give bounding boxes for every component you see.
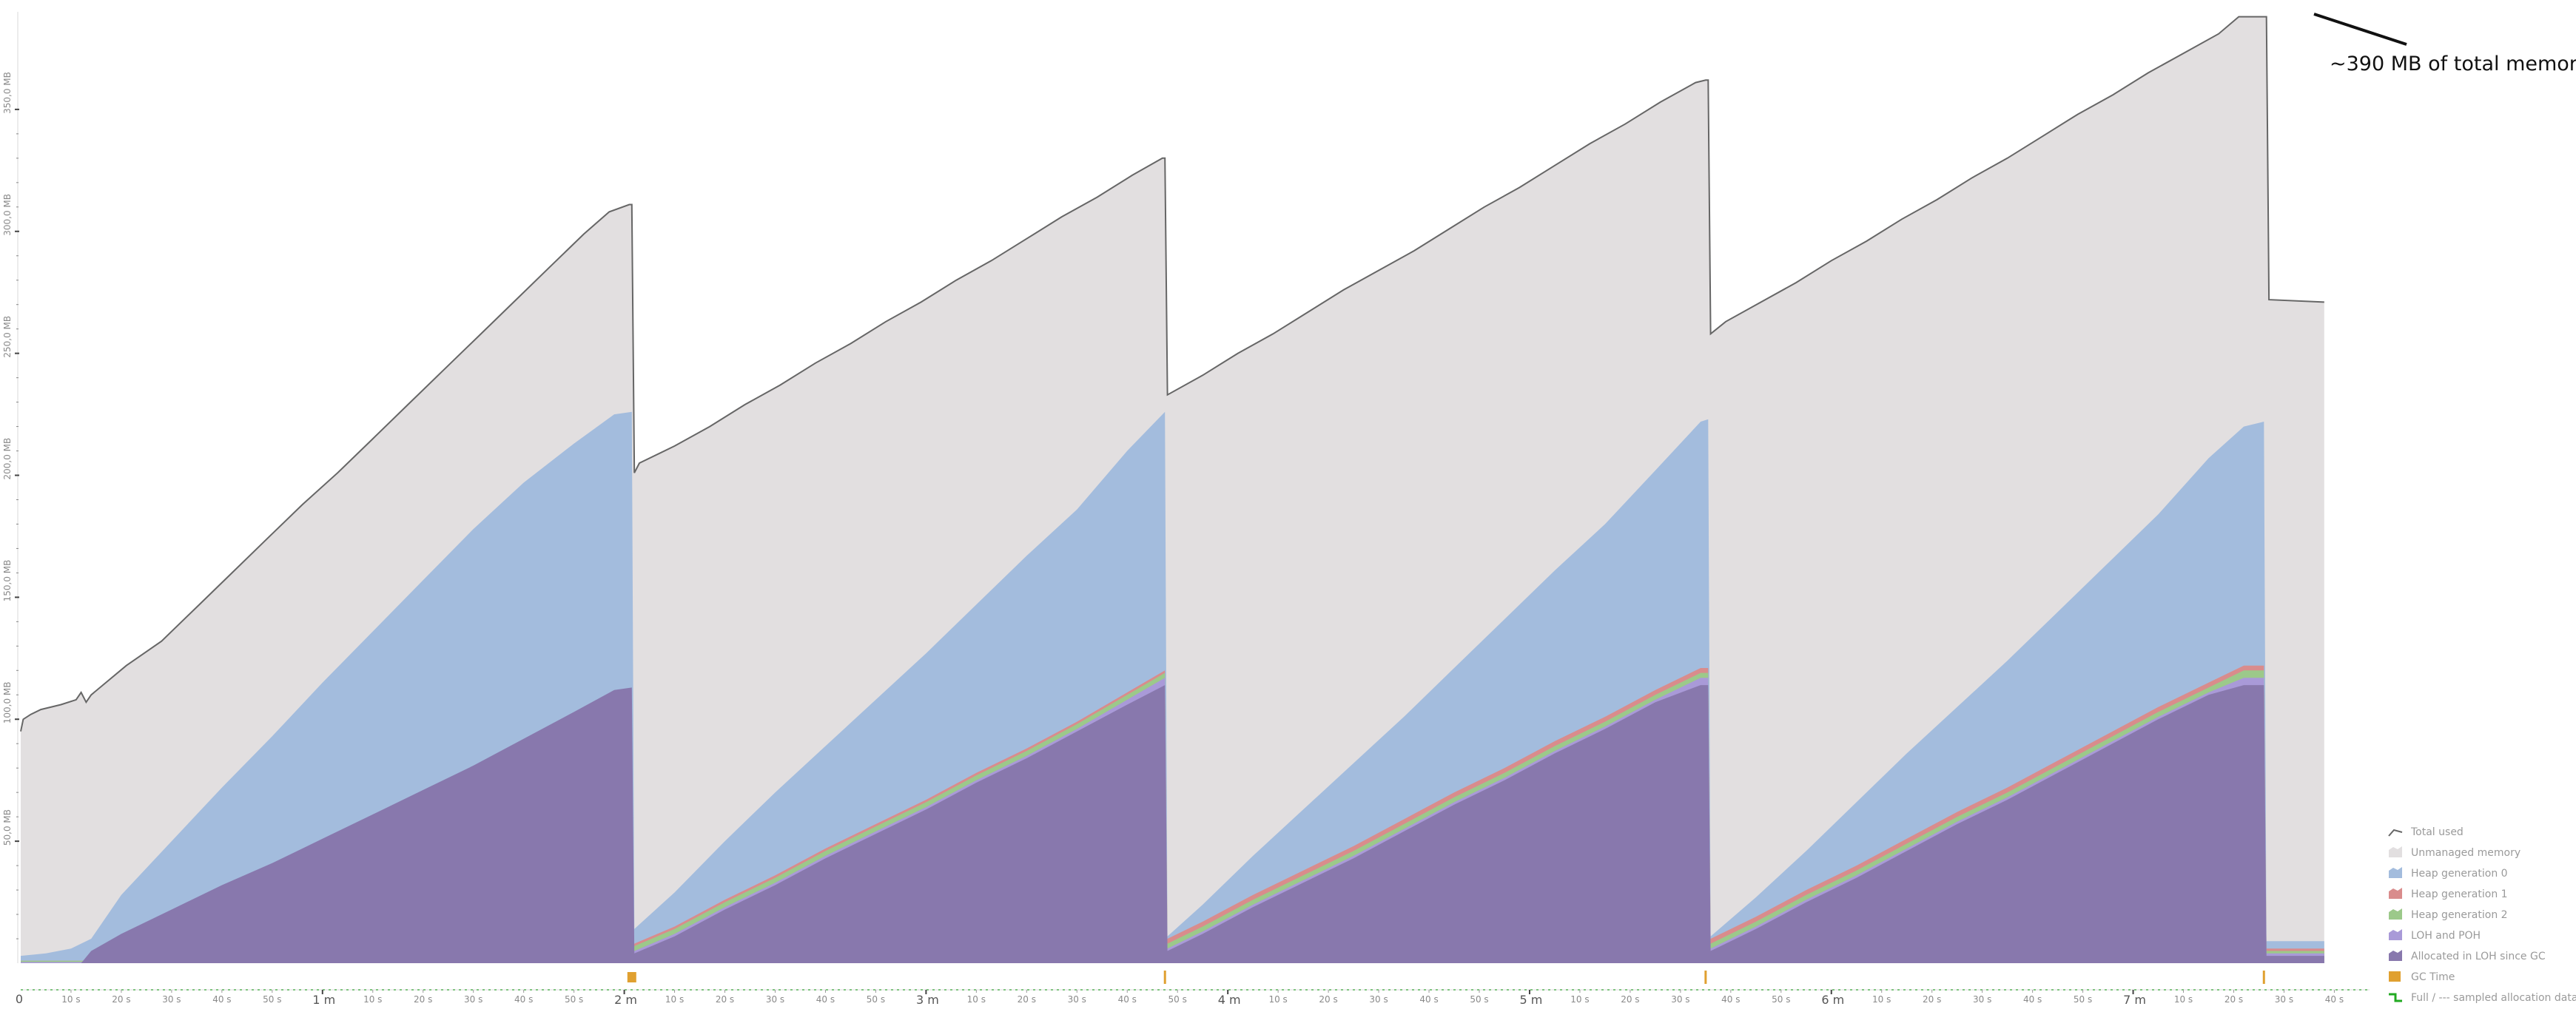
- area-legend-icon: [2389, 888, 2402, 899]
- legend-item-gen0: Heap generation 0: [2389, 867, 2508, 880]
- x-major-label: 5 m: [1520, 993, 1543, 1007]
- x-minor-label: 50 s: [867, 994, 885, 1005]
- legend-label: Heap generation 0: [2411, 868, 2508, 880]
- x-minor-label: 40 s: [1419, 994, 1438, 1005]
- gc-time-mark: [1163, 971, 1166, 984]
- x-major-label: 6 m: [1821, 993, 1844, 1007]
- x-minor-label: 20 s: [1621, 994, 1639, 1005]
- y-tick-label: 350,0 MB: [2, 72, 13, 114]
- legend-item-total-used: Total used: [2388, 826, 2464, 838]
- legend-label: Full / --- sampled allocation data: [2411, 992, 2576, 1004]
- legend-label: GC Time: [2411, 971, 2455, 983]
- x-axis: 0 1 m 2 m 3 m 4 m 5 m 6 m 7 m 10 s 20 s 30 s 40 s 50…: [16, 989, 2370, 1007]
- x-minor-label: 40 s: [816, 994, 835, 1005]
- area-legend-icon: [2389, 908, 2402, 920]
- x-minor-label: 50 s: [263, 994, 281, 1005]
- x-minor-label: 40 s: [212, 994, 231, 1005]
- x-minor-label: 20 s: [1018, 994, 1036, 1005]
- total-used-line: [20, 16, 2324, 732]
- x-minor-label: 30 s: [464, 994, 482, 1005]
- x-minor-label: 10 s: [1570, 994, 1589, 1005]
- y-tick-label: 150,0 MB: [2, 560, 13, 602]
- x-minor-label: 30 s: [766, 994, 784, 1005]
- legend-item-gen1: Heap generation 1: [2389, 888, 2508, 900]
- allocated-loh-area: [21, 685, 2324, 963]
- x-minor-label: 10 s: [2174, 994, 2193, 1005]
- x-minor-label: 30 s: [2275, 994, 2293, 1005]
- y-tick-label: 250,0 MB: [2, 316, 13, 358]
- total-used-legend-icon: [2388, 829, 2403, 837]
- x-minor-label: 30 s: [1671, 994, 1689, 1005]
- x-minor-label: 10 s: [1268, 994, 1287, 1005]
- x-minor-label: 10 s: [967, 994, 986, 1005]
- x-major-label: 7 m: [2123, 993, 2146, 1007]
- gc-time-mark: [627, 972, 636, 982]
- x-minor-label: 10 s: [665, 994, 684, 1005]
- x-minor-label: 40 s: [1118, 994, 1137, 1005]
- x-minor-label: 40 s: [2325, 994, 2344, 1005]
- legend-item-sampled: Full / --- sampled allocation data: [2389, 992, 2576, 1004]
- y-axis: 50,0 MB 100,0 MB 150,0 MB 200,0 MB 250,0 MB 3…: [2, 12, 19, 963]
- x-minor-label: 20 s: [1319, 994, 1337, 1005]
- x-minor-label: 10 s: [61, 994, 80, 1005]
- x-minor-label: 50 s: [1470, 994, 1488, 1005]
- y-tick-label: 300,0 MB: [2, 194, 13, 236]
- area-series-group: [20, 16, 2324, 964]
- gc-time-mark: [2262, 971, 2265, 984]
- x-minor-label: 20 s: [1923, 994, 1941, 1005]
- y-tick-label: 200,0 MB: [2, 438, 13, 480]
- x-minor-label: 10 s: [363, 994, 382, 1005]
- x-major-label: 1 m: [312, 993, 335, 1007]
- x-minor-label: 20 s: [414, 994, 432, 1005]
- x-minor-label: 30 s: [162, 994, 181, 1005]
- x-minor-label: 40 s: [1721, 994, 1740, 1005]
- legend-label: Total used: [2410, 826, 2464, 838]
- area-legend-icon: [2389, 950, 2402, 961]
- area-legend-icon: [2389, 867, 2402, 878]
- x-origin-label: 0: [16, 992, 23, 1006]
- x-major-label: 4 m: [1218, 993, 1241, 1007]
- legend-label: Allocated in LOH since GC: [2411, 951, 2546, 962]
- x-minor-label: 20 s: [2224, 994, 2243, 1005]
- legend-item-gen2: Heap generation 2: [2389, 908, 2508, 921]
- x-minor-label: 20 s: [112, 994, 130, 1005]
- legend-label: Heap generation 2: [2411, 909, 2508, 921]
- gc-time-track: [627, 971, 2265, 984]
- legend-label: LOH and POH: [2411, 930, 2481, 942]
- x-major-label: 3 m: [916, 993, 939, 1007]
- x-minor-label: 30 s: [1068, 994, 1086, 1005]
- x-minor-label: 20 s: [716, 994, 734, 1005]
- legend-item-gc-time: GC Time: [2389, 971, 2455, 983]
- legend-item-unmanaged: Unmanaged memory: [2389, 846, 2520, 859]
- x-minor-label: 50 s: [1168, 994, 1187, 1005]
- x-minor-label: 40 s: [2023, 994, 2042, 1005]
- gc-time-legend-icon: [2389, 971, 2401, 982]
- x-major-label: 2 m: [614, 993, 637, 1007]
- legend: Total used Unmanaged memory Heap generatio…: [2388, 826, 2576, 1004]
- area-legend-icon: [2389, 846, 2402, 857]
- x-minor-label: 50 s: [2074, 994, 2092, 1005]
- annotation-label: ~390 MB of total memory: [2330, 53, 2576, 75]
- y-tick-label: 100,0 MB: [2, 681, 13, 723]
- gc-time-mark: [1704, 971, 1707, 984]
- x-minor-label: 40 s: [514, 994, 533, 1005]
- legend-label: Heap generation 1: [2411, 888, 2508, 900]
- x-minor-label: 50 s: [1772, 994, 1790, 1005]
- annotation: ~390 MB of total memory: [2313, 13, 2576, 75]
- x-minor-label: 30 s: [1973, 994, 1991, 1005]
- area-legend-icon: [2389, 929, 2402, 940]
- sampled-legend-icon: [2389, 993, 2402, 1002]
- legend-item-loh-poh: LOH and POH: [2389, 929, 2481, 942]
- y-tick-label: 50,0 MB: [2, 809, 13, 846]
- annotation-pointer-line: [2313, 13, 2407, 46]
- legend-item-allocated-loh: Allocated in LOH since GC: [2389, 950, 2546, 962]
- x-minor-label: 50 s: [565, 994, 583, 1005]
- legend-label: Unmanaged memory: [2411, 847, 2520, 859]
- x-minor-label: 10 s: [1872, 994, 1891, 1005]
- x-minor-label: 30 s: [1369, 994, 1388, 1005]
